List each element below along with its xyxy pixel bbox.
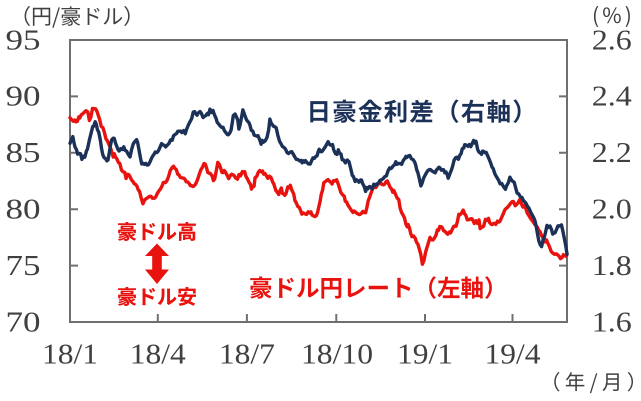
- svg-text:18/4: 18/4: [130, 340, 186, 371]
- svg-text:70: 70: [6, 307, 41, 338]
- svg-text:90: 90: [6, 82, 41, 113]
- svg-text:1.6: 1.6: [592, 307, 632, 338]
- svg-text:2.0: 2.0: [592, 195, 632, 226]
- svg-text:95: 95: [6, 25, 41, 56]
- svg-text:80: 80: [6, 195, 41, 226]
- svg-text:19/4: 19/4: [485, 340, 541, 371]
- svg-text:75: 75: [6, 251, 41, 282]
- svg-text:19/1: 19/1: [397, 340, 453, 371]
- svg-text:1.8: 1.8: [592, 251, 632, 282]
- svg-text:2.6: 2.6: [592, 25, 632, 56]
- svg-text:2.4: 2.4: [592, 82, 632, 113]
- svg-text:85: 85: [6, 138, 41, 169]
- svg-text:2.2: 2.2: [592, 138, 632, 169]
- svg-text:18/10: 18/10: [301, 340, 373, 371]
- svg-text:18/7: 18/7: [219, 340, 275, 371]
- svg-text:18/1: 18/1: [42, 340, 98, 371]
